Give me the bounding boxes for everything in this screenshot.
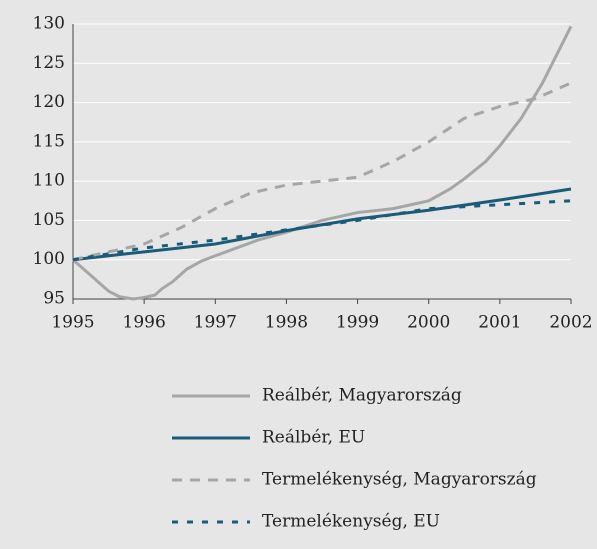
y-tick-label: 120 (33, 92, 65, 112)
y-tick-label: 100 (33, 249, 65, 269)
series-line (72, 25, 573, 301)
x-tick-label: 1998 (265, 313, 308, 333)
legend-label: Termelékenység, EU (262, 512, 440, 532)
x-tick-label: 1999 (336, 313, 379, 333)
x-tick-label: 1997 (194, 313, 237, 333)
x-tick-label: 2002 (549, 313, 592, 333)
y-tick-label: 130 (33, 14, 65, 34)
x-tick-label: 1995 (51, 313, 94, 333)
x-tick-label: 2001 (478, 313, 521, 333)
y-tick-label: 105 (33, 210, 65, 230)
legend-label: Termelékenység, Magyarország (262, 470, 537, 490)
series-line (72, 187, 572, 262)
y-tick-label: 125 (33, 53, 65, 73)
legend-label: Reálbér, Magyarország (262, 386, 462, 406)
y-tick-label: 95 (43, 289, 65, 309)
x-tick-label: 2000 (407, 313, 450, 333)
y-tick-label: 110 (33, 171, 65, 191)
legend-label: Reálbér, EU (262, 428, 365, 448)
y-tick-label: 115 (33, 131, 65, 151)
x-tick-label: 1996 (123, 313, 166, 333)
